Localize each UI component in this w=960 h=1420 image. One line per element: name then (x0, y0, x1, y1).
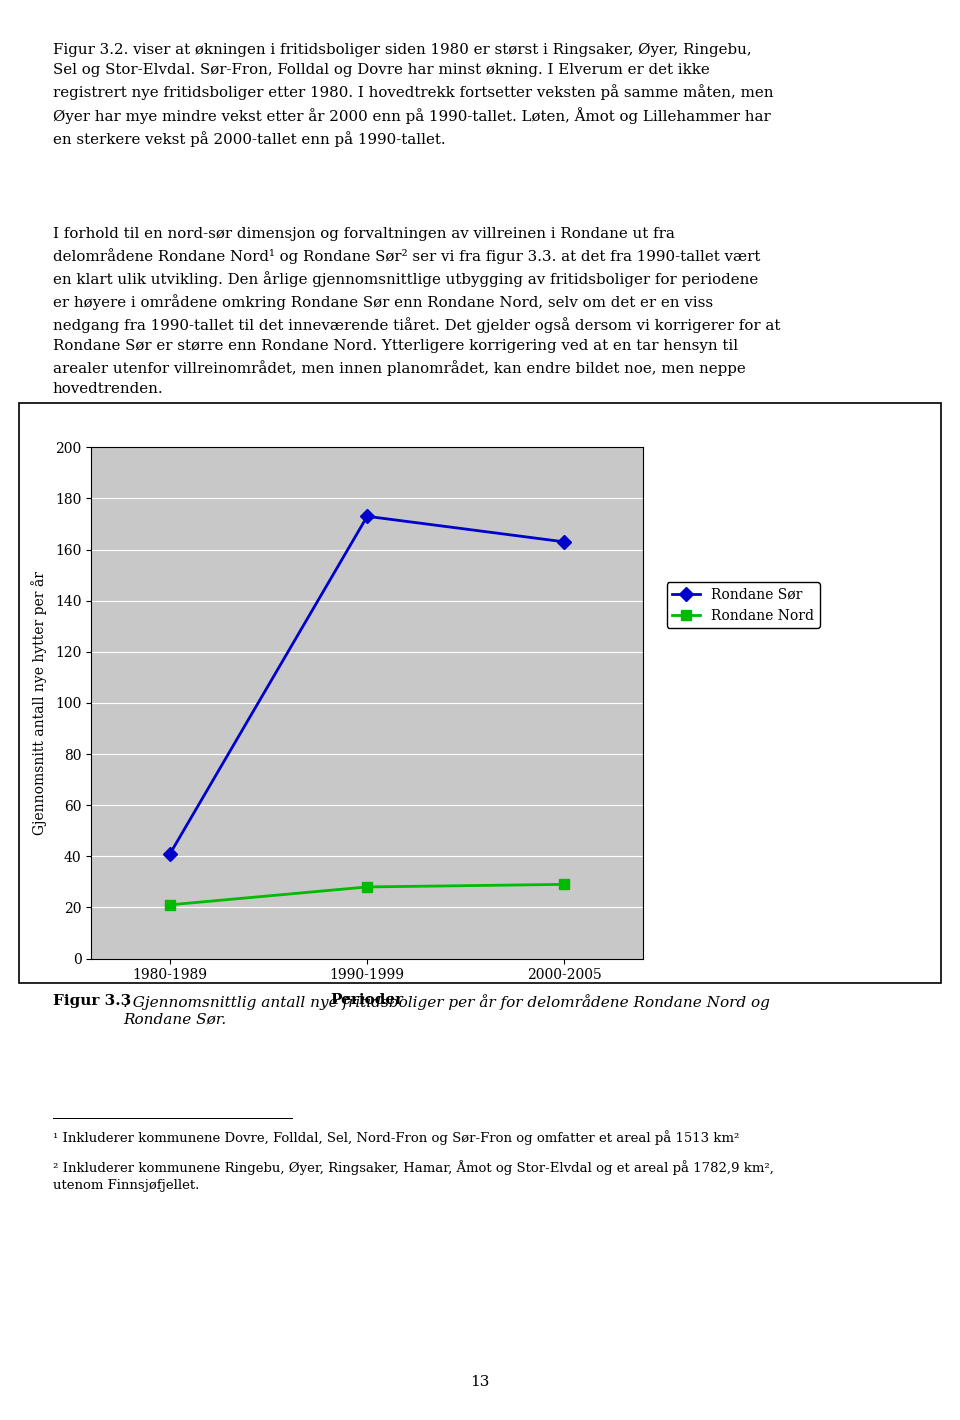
Text: I forhold til en nord-sør dimensjon og forvaltningen av villreinen i Rondane ut : I forhold til en nord-sør dimensjon og f… (53, 227, 780, 396)
Text: 13: 13 (470, 1375, 490, 1389)
Text: ² Inkluderer kommunene Ringebu, Øyer, Ringsaker, Hamar, Åmot og Stor-Elvdal og e: ² Inkluderer kommunene Ringebu, Øyer, Ri… (53, 1160, 774, 1191)
Text: Figur 3.2. viser at økningen i fritidsboliger siden 1980 er størst i Ringsaker, : Figur 3.2. viser at økningen i fritidsbo… (53, 43, 774, 148)
Y-axis label: Gjennomsnitt antall nye hytter per år: Gjennomsnitt antall nye hytter per år (31, 571, 47, 835)
Text: ¹ Inkluderer kommunene Dovre, Folldal, Sel, Nord-Fron og Sør-Fron og omfatter et: ¹ Inkluderer kommunene Dovre, Folldal, S… (53, 1130, 739, 1145)
Legend: Rondane Sør, Rondane Nord: Rondane Sør, Rondane Nord (666, 582, 820, 628)
Text: Figur 3.3: Figur 3.3 (53, 994, 132, 1008)
X-axis label: Perioder: Perioder (330, 994, 404, 1007)
Text: . Gjennomsnittlig antall nye fritidsboliger per år for delområdene Rondane Nord : . Gjennomsnittlig antall nye fritidsboli… (123, 994, 770, 1027)
